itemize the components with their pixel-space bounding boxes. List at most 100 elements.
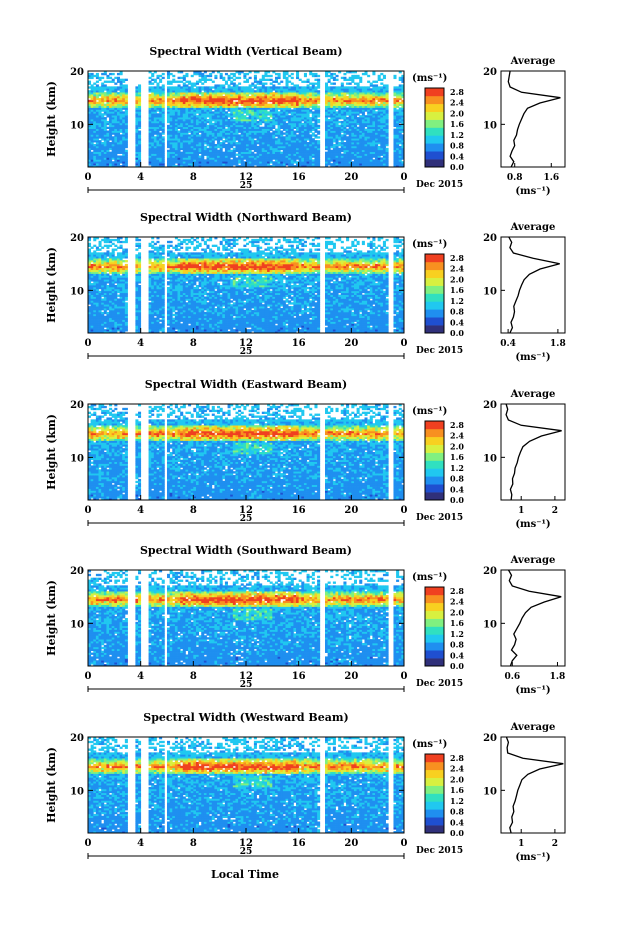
heatmap [88, 404, 404, 500]
average-frame [501, 237, 565, 333]
heatmap [88, 737, 404, 833]
colorbar-swatch [425, 104, 444, 112]
colorbar-swatch [425, 461, 444, 469]
heatmap [88, 71, 404, 167]
colorbar-unit: (ms⁻¹) [412, 739, 447, 750]
colorbar-tick-label: 0.8 [450, 307, 464, 317]
average-title: Average [510, 555, 556, 566]
colorbar-tick-label: 1.2 [450, 629, 464, 639]
colorbar-swatch [425, 262, 444, 270]
average-title: Average [510, 389, 556, 400]
day-label: 25 [240, 181, 253, 191]
x-tick-label: 0 [401, 671, 408, 682]
colorbar-swatch [425, 595, 444, 603]
colorbar-swatch [425, 801, 444, 809]
colorbar-tick-label: 2.4 [450, 764, 464, 774]
colorbar-swatch [425, 143, 444, 151]
date-label: Dec 2015 [416, 679, 463, 689]
average-y-tick-label: 20 [483, 566, 497, 577]
colorbar-swatch [425, 754, 444, 762]
average-y-tick-label: 20 [483, 67, 497, 78]
colorbar-tick-label: 2.4 [450, 98, 464, 108]
average-x-tick-label: 2 [552, 839, 558, 849]
colorbar-swatch [425, 619, 444, 627]
y-tick-label: 20 [70, 400, 84, 411]
colorbar-tick-label: 2.8 [450, 87, 464, 97]
colorbar-tick-label: 0.4 [450, 484, 464, 494]
average-frame [501, 570, 565, 666]
colorbar-swatch [425, 112, 444, 120]
colorbar-tick-label: 0.4 [450, 650, 464, 660]
colorbar-swatch [425, 770, 444, 778]
colorbar-tick-label: 1.2 [450, 130, 464, 140]
panel-4: Spectral Width (Southward Beam)Height (k… [45, 544, 565, 696]
x-tick-label: 20 [344, 671, 358, 682]
colorbar-unit: (ms⁻¹) [412, 73, 447, 84]
x-tick-label: 4 [137, 338, 144, 349]
colorbar-swatch [425, 650, 444, 658]
colorbar-swatch [425, 627, 444, 635]
average-y-tick-label: 20 [483, 400, 497, 411]
colorbar-swatch [425, 642, 444, 650]
colorbar-tick-label: 2.8 [450, 253, 464, 263]
average-frame [501, 404, 565, 500]
x-tick-label: 0 [85, 338, 92, 349]
x-axis-title: Local Time [211, 868, 279, 881]
y-tick-label: 10 [70, 286, 84, 297]
colorbar-tick-label: 2.0 [450, 441, 464, 451]
x-tick-label: 16 [292, 338, 306, 349]
average-x-unit: (ms⁻¹) [515, 352, 550, 363]
day-label: 25 [240, 847, 253, 857]
x-tick-label: 20 [344, 505, 358, 516]
average-frame [501, 71, 565, 167]
colorbar-tick-label: 1.2 [450, 296, 464, 306]
colorbar-swatch [425, 278, 444, 286]
colorbar-swatch [425, 825, 444, 833]
colorbar-tick-label: 0.0 [450, 661, 464, 671]
panel-3: Spectral Width (Eastward Beam)Height (km… [45, 378, 565, 530]
panel-title: Spectral Width (Northward Beam) [140, 211, 352, 224]
colorbar-tick-label: 2.4 [450, 431, 464, 441]
colorbar-tick-label: 1.6 [450, 785, 464, 795]
colorbar-swatch [425, 120, 444, 128]
colorbar-swatch [425, 325, 444, 333]
panels: Spectral Width (Vertical Beam) Height (km… [45, 45, 566, 863]
average-x-unit: (ms⁻¹) [515, 852, 550, 863]
x-tick-label: 8 [190, 671, 197, 682]
panel-1: Spectral Width (Vertical Beam) Height (km… [45, 45, 565, 197]
colorbar-tick-label: 2.8 [450, 753, 464, 763]
colorbar-tick-label: 0.8 [450, 807, 464, 817]
x-tick-label: 4 [137, 172, 144, 183]
x-tick-label: 20 [344, 338, 358, 349]
colorbar-tick-label: 2.0 [450, 607, 464, 617]
average-y-tick-label: 10 [483, 619, 497, 630]
x-tick-label: 0 [85, 838, 92, 849]
heatmap [88, 570, 404, 666]
y-axis-title: Height (km) [45, 414, 58, 490]
colorbar-tick-label: 2.4 [450, 597, 464, 607]
y-tick-label: 10 [70, 786, 84, 797]
x-tick-label: 8 [190, 172, 197, 183]
average-y-tick-label: 20 [483, 733, 497, 744]
panel-title: Spectral Width (Vertical Beam) [149, 45, 342, 58]
colorbar-tick-label: 2.0 [450, 108, 464, 118]
panel-title: Spectral Width (Southward Beam) [140, 544, 352, 557]
x-tick-label: 0 [401, 172, 408, 183]
colorbar-tick-label: 0.4 [450, 317, 464, 327]
average-x-tick-label: 2 [552, 506, 558, 516]
colorbar-swatch [425, 159, 444, 167]
y-tick-label: 20 [70, 67, 84, 78]
x-tick-label: 0 [85, 172, 92, 183]
average-x-unit: (ms⁻¹) [515, 186, 550, 197]
colorbar-tick-label: 2.8 [450, 586, 464, 596]
day-label: 25 [240, 680, 253, 690]
average-title: Average [510, 722, 556, 733]
colorbar-swatch [425, 301, 444, 309]
x-tick-label: 4 [137, 505, 144, 516]
y-axis-title: Height (km) [45, 81, 58, 157]
colorbar-tick-label: 1.6 [450, 618, 464, 628]
date-label: Dec 2015 [416, 180, 463, 190]
colorbar-swatch [425, 135, 444, 143]
average-x-unit: (ms⁻¹) [515, 685, 550, 696]
colorbar-swatch [425, 445, 444, 453]
